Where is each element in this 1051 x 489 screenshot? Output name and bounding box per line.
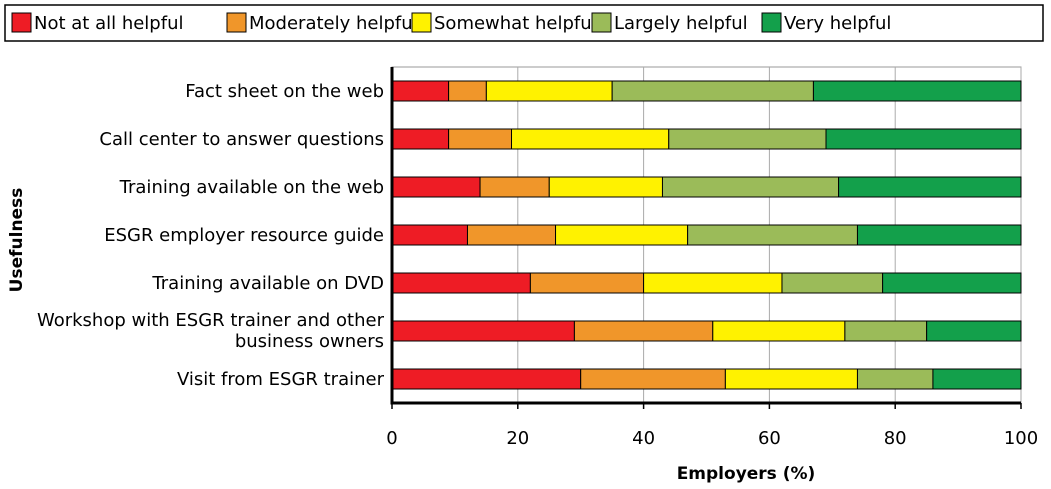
bar-segment [479, 176, 550, 198]
y-tick-label: Call center to answer questions [99, 128, 384, 150]
bar-segment [448, 128, 513, 150]
bar-segment [391, 368, 582, 390]
bar-segment [391, 224, 468, 246]
bar-segment [844, 320, 928, 342]
bar-segment [661, 176, 840, 198]
bar-segment [643, 272, 783, 294]
bar-segment [882, 272, 1022, 294]
y-axis-label: Usefulness [7, 188, 27, 293]
legend-label: Largely helpful [614, 13, 748, 34]
category-label-box: Visit from ESGR trainer [176, 368, 384, 390]
legend-label: Not at all helpful [34, 13, 183, 34]
bar-segment [548, 176, 663, 198]
bar-segment [856, 224, 1022, 246]
bar-segment [511, 128, 670, 150]
bar-segment [466, 224, 557, 246]
bar-segment [838, 176, 1022, 198]
category-label-box: Training available on the web [119, 176, 384, 198]
legend-box [4, 4, 1044, 42]
y-tick-label: Training available on DVD [152, 272, 384, 294]
bar-segment [687, 224, 858, 246]
bar-segment [391, 128, 450, 150]
category-label-box: ESGR employer resource guide [104, 224, 384, 246]
bar-segment [724, 368, 858, 390]
x-tick-label: 60 [758, 428, 781, 449]
bar-segment [712, 320, 846, 342]
legend-swatch [591, 12, 612, 33]
x-tick-label: 0 [386, 428, 397, 449]
bar-segment [448, 80, 487, 102]
category-label-box: Call center to answer questions [99, 128, 384, 150]
x-axis-label: Employers (%) [677, 464, 816, 484]
bar-segment [926, 320, 1022, 342]
bar-segment [529, 272, 645, 294]
bar-segment [391, 320, 575, 342]
legend-label: Moderately helpful [249, 13, 418, 34]
bar-segment [856, 368, 934, 390]
bar-segment [391, 272, 531, 294]
bar-segment [825, 128, 1022, 150]
legend-label: Very helpful [784, 13, 891, 34]
legend-swatch [411, 12, 432, 33]
legend-swatch [226, 12, 247, 33]
bar-segment [391, 176, 481, 198]
y-tick-label: Training available on the web [119, 176, 384, 198]
y-tick-label: Workshop with ESGR trainer and other bus… [36, 310, 384, 352]
x-tick-label: 20 [506, 428, 529, 449]
legend-swatch [761, 12, 782, 33]
category-label-box: Training available on DVD [152, 272, 384, 294]
bar-segment [668, 128, 827, 150]
bar-segment [812, 80, 1022, 102]
bar-segment [573, 320, 714, 342]
bar-segment [485, 80, 613, 102]
x-tick-label: 40 [632, 428, 655, 449]
x-tick-label: 100 [1004, 428, 1038, 449]
y-tick-label: Visit from ESGR trainer [176, 368, 384, 390]
x-tick-label: 80 [884, 428, 907, 449]
category-label-box: Fact sheet on the web [185, 80, 384, 102]
legend-label: Somewhat helpful [434, 13, 597, 34]
bar-segment [932, 368, 1022, 390]
y-tick-label: Fact sheet on the web [185, 80, 384, 102]
bar-segment [781, 272, 884, 294]
bar-segment [555, 224, 689, 246]
y-tick-label: ESGR employer resource guide [104, 224, 384, 246]
legend-swatch [11, 12, 32, 33]
bar-segment [580, 368, 726, 390]
category-label-box: Workshop with ESGR trainer and other bus… [36, 310, 384, 352]
bar-segment [611, 80, 814, 102]
bar-segment [391, 80, 450, 102]
